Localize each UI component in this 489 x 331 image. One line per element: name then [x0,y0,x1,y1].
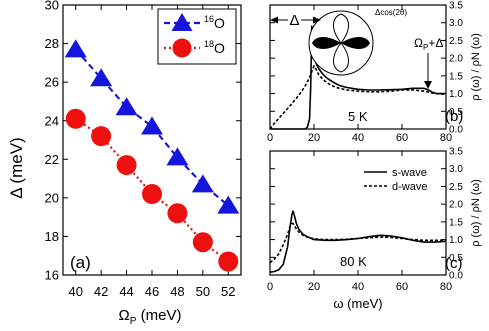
y-tick-label: 0.5 [449,253,463,264]
y-tick-label: 3.5 [449,147,463,158]
data-point-16O [141,116,163,135]
y-tick-label: 18 [45,229,59,244]
x-tick-label: 60 [396,281,408,293]
legend-box [157,8,237,65]
x-tick-label: 0 [267,281,273,293]
panel-a-ylabel: Δ (meV) [7,137,26,198]
panel-c-label: (c) [445,255,463,272]
y-tick-label: 24 [45,113,59,128]
x-tick-label: 44 [119,284,133,299]
x-tick-label: 46 [145,284,159,299]
y-tick-label: 2.0 [449,54,463,65]
series-line-s-wave [270,25,446,130]
legend-marker-16O [171,13,193,31]
y-tick-label: 1.0 [449,235,463,246]
y-tick-label: 20 [45,190,59,205]
panel-c-frame [269,150,447,276]
delta-label: Δ [289,12,299,29]
series-line-d-wave [269,222,446,264]
data-point-18O [142,184,162,204]
omega-arrow-head [424,81,432,89]
delta-annotation: Δ [270,10,321,29]
x-tick-label: 80 [440,281,452,293]
panel-b-label: (b) [445,108,463,125]
inset-lobes-filled [312,37,370,49]
legend-marker-18O [172,38,192,58]
data-point-16O [166,147,189,166]
inset-lobes-outline [333,13,349,73]
y-tick-label: 22 [45,152,59,167]
panel-c-legend: s-wave d-wave [364,167,427,193]
y-tick-label: 0.0 [449,125,463,136]
data-point-18O [116,155,137,176]
data-point-16O [90,68,113,87]
inset-dwave-gap: Δcos(2θ) [308,8,407,76]
y-tick-label: 3.0 [449,164,463,175]
y-tick-label: 1.5 [449,71,463,82]
y-tick-label: 28 [45,36,59,51]
data-point-18O [218,251,239,272]
panel-a-xlabel: ΩP (meV) [119,307,182,327]
x-tick-label: 20 [308,132,320,144]
panel-c-temperature: 80 K [340,254,367,269]
series-line-d-wave [269,65,447,130]
panel-a-label: (a) [70,253,91,272]
legend-label-16O: 16O [204,14,225,31]
y-tick-label: 2.5 [449,182,463,193]
y-tick-label: 30 [45,0,59,13]
data-point-18O [65,108,86,129]
omega-annotation: ΩP+Δ [414,36,443,89]
data-point-16O [191,174,214,193]
legend-label-18O: 18O [204,39,225,56]
panel-a-frame [62,4,242,276]
y-tick-label: 16 [45,268,59,283]
x-tick-label: 40 [68,284,82,299]
panel-a-legend: 16O 18O [157,8,237,65]
y-tick-label: 26 [45,75,59,90]
panel-c-xlabel: ω (meV) [333,296,382,311]
x-tick-label: 48 [170,284,184,299]
panel-c: 0 20 40 60 800.0 0.5 1.0 1.5 2.0 2.5 3.0 3.5 s-wave… [267,147,482,312]
delta-arrow-right [313,16,321,24]
y-tick-label: 1.5 [449,217,463,228]
data-point-18O [91,126,112,147]
y-tick-label: 0.5 [449,107,463,118]
y-tick-label: 2.5 [449,36,463,47]
panel-b: 0 20 40 60 800.0 0.5 1.0 1.5 2.0 2.5 3.0 3.5 Δcos(2… [267,1,482,145]
panel-c-ylabel: ρ (ω) / ρN (ω) [470,179,482,247]
data-point-16O [64,39,87,58]
panel-b-temperature: 5 K [348,109,368,124]
x-tick-label: 52 [221,284,235,299]
omega-label: ΩP+Δ [414,36,443,52]
x-tick-label: 42 [94,284,108,299]
y-tick-label: 3.5 [449,1,463,12]
y-tick-label: 3.0 [449,18,463,29]
data-point-16O [217,195,240,214]
x-tick-label: 20 [308,281,320,293]
x-tick-label: 80 [440,132,452,144]
x-tick-label: 40 [352,281,364,293]
panel-b-frame [269,4,447,130]
panel-a: Δ (meV) ΩP (meV) 40 42 44 46 48 50 52 16 18 20 22 2… [7,0,242,327]
y-tick-label: 2.0 [449,200,463,211]
inset-label: Δcos(2θ) [375,8,407,17]
x-tick-label: 40 [352,132,364,144]
x-tick-label: 60 [396,132,408,144]
y-tick-label: 0.0 [449,271,463,282]
data-point-16O [115,97,138,116]
x-tick-label: 50 [196,284,210,299]
y-tick-label: 1.0 [449,89,463,100]
panel-b-ylabel: ρ (ω) / ρN (ω) [470,33,482,101]
delta-label-bg [288,10,301,27]
x-tick-label: 0 [267,132,273,144]
legend-label-d-wave: d-wave [392,181,427,193]
data-point-18O [192,232,213,253]
data-point-18O [167,203,188,224]
legend-label-s-wave: s-wave [392,167,427,179]
delta-arrow-left [270,16,278,24]
